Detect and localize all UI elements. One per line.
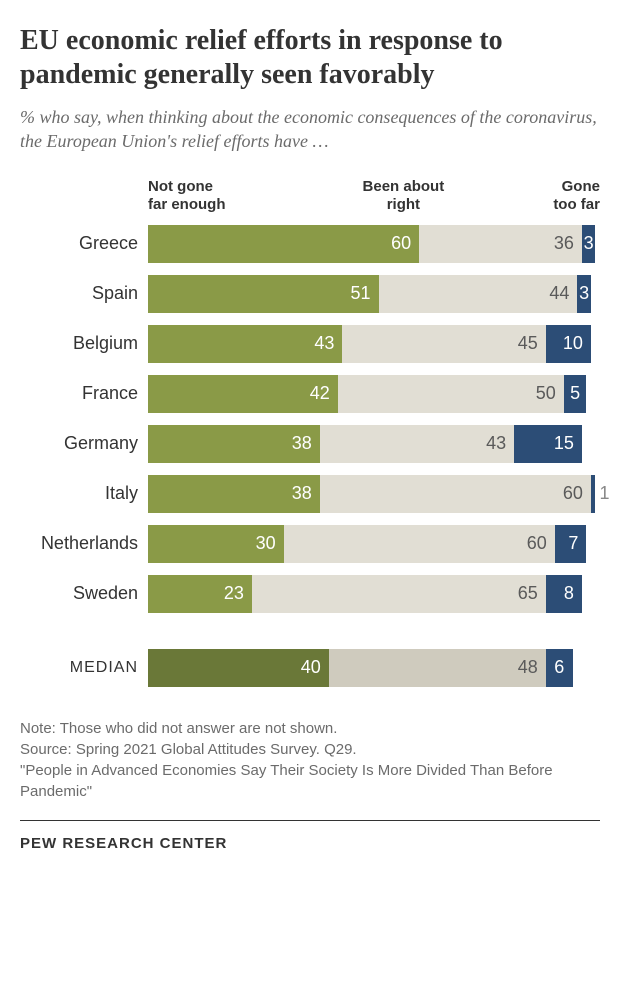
data-row: Greece60363 — [20, 222, 600, 266]
data-row: Italy38601 — [20, 472, 600, 516]
segment-not-far: 38 — [148, 425, 320, 463]
segment-about-right: 36 — [419, 225, 582, 263]
bar-wrap: 51443 — [148, 275, 600, 313]
row-label: Spain — [20, 283, 148, 304]
data-row: Belgium434510 — [20, 322, 600, 366]
chart-subtitle: % who say, when thinking about the econo… — [20, 105, 600, 154]
data-row: Spain51443 — [20, 272, 600, 316]
note-text: Note: Those who did not answer are not s… — [20, 718, 600, 739]
row-label: Germany — [20, 433, 148, 454]
segment-too-far: 15 — [514, 425, 582, 463]
segment-too-far: 5 — [564, 375, 587, 413]
chart-area: Not gone far enoughBeen about rightGone … — [20, 178, 600, 690]
segment-about-right: 65 — [252, 575, 546, 613]
segment-not-far: 38 — [148, 475, 320, 513]
report-text: "People in Advanced Economies Say Their … — [20, 760, 600, 802]
segment-not-far: 51 — [148, 275, 379, 313]
row-label: Italy — [20, 483, 148, 504]
header-about-right: Been about right — [297, 178, 509, 214]
segment-not-far: 60 — [148, 225, 419, 263]
segment-about-right: 45 — [342, 325, 545, 363]
bar-wrap: 60363 — [148, 225, 600, 263]
segment-too-far: 8 — [546, 575, 582, 613]
segment-about-right: 44 — [379, 275, 578, 313]
segment-not-far: 40 — [148, 649, 329, 687]
bar-wrap: 38601 — [148, 475, 600, 513]
segment-too-far: 6 — [546, 649, 573, 687]
row-label: France — [20, 383, 148, 404]
footer-brand: PEW RESEARCH CENTER — [20, 835, 600, 852]
bar-wrap: 23658 — [148, 575, 600, 613]
segment-about-right: 43 — [320, 425, 514, 463]
data-row: Netherlands30607 — [20, 522, 600, 566]
chart-notes: Note: Those who did not answer are not s… — [20, 718, 600, 802]
chart-title: EU economic relief efforts in response t… — [20, 24, 600, 91]
bar-wrap: 434510 — [148, 325, 600, 363]
median-row: MEDIAN 40486 — [20, 646, 600, 690]
segment-not-far: 43 — [148, 325, 342, 363]
bar-wrap: 384315 — [148, 425, 600, 463]
segment-too-far: 10 — [546, 325, 591, 363]
value-label: 1 — [599, 483, 609, 504]
segment-about-right: 60 — [320, 475, 591, 513]
segment-too-far: 3 — [582, 225, 596, 263]
segment-about-right: 48 — [329, 649, 546, 687]
segment-too-far: 1 — [591, 475, 596, 513]
segment-not-far: 30 — [148, 525, 284, 563]
segment-too-far: 7 — [555, 525, 587, 563]
row-label: Greece — [20, 233, 148, 254]
column-headers: Not gone far enoughBeen about rightGone … — [20, 178, 600, 214]
bar-wrap: 42505 — [148, 375, 600, 413]
row-label: Netherlands — [20, 533, 148, 554]
segment-too-far: 3 — [577, 275, 591, 313]
data-row: Germany384315 — [20, 422, 600, 466]
header-not-far: Not gone far enough — [148, 178, 297, 214]
segment-not-far: 42 — [148, 375, 338, 413]
data-row: France42505 — [20, 372, 600, 416]
segment-not-far: 23 — [148, 575, 252, 613]
data-row: Sweden23658 — [20, 572, 600, 616]
row-label: Belgium — [20, 333, 148, 354]
median-label: MEDIAN — [20, 659, 148, 677]
row-label: Sweden — [20, 583, 148, 604]
source-text: Source: Spring 2021 Global Attitudes Sur… — [20, 739, 600, 760]
segment-about-right: 50 — [338, 375, 564, 413]
footer-divider — [20, 820, 600, 821]
segment-about-right: 60 — [284, 525, 555, 563]
header-too-far: Gone too far — [510, 178, 600, 214]
bar-wrap: 30607 — [148, 525, 600, 563]
